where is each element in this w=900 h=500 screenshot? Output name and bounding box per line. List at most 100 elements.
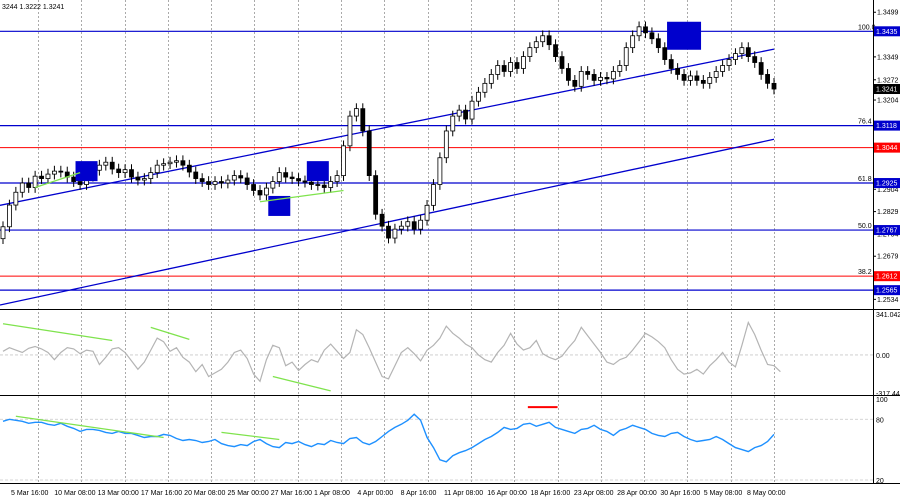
candle-body	[308, 181, 314, 185]
candle-body	[566, 68, 571, 81]
candle-body	[353, 108, 359, 117]
candle-body	[161, 163, 167, 166]
cci-series-line	[2, 320, 781, 383]
candle-body	[476, 91, 481, 102]
candle-body	[386, 225, 391, 239]
price-tag-label: 1.2612	[876, 274, 898, 281]
x-axis-label: 8 Apr 16:00	[401, 490, 437, 497]
candle-body	[225, 179, 231, 184]
divergence-line	[221, 431, 280, 441]
x-axis-label: 8 May 00:00	[747, 490, 786, 497]
candle-body	[238, 175, 244, 179]
candle-body	[488, 74, 494, 84]
divergence-line	[259, 189, 344, 203]
price-tick-label: 1.2904	[877, 187, 899, 194]
channel-line	[0, 48, 775, 206]
candle-body	[726, 59, 732, 66]
candle-body	[443, 130, 449, 159]
candle-body	[199, 178, 205, 182]
price-tag	[874, 84, 900, 95]
cci-tick-label: 341.0423	[876, 312, 900, 319]
rsi-tick-label: 80	[876, 417, 884, 424]
candle-body	[283, 172, 289, 178]
candle-body	[630, 35, 636, 49]
x-axis-label: 5 Mar 16:00	[11, 490, 48, 497]
candle-body	[482, 82, 488, 93]
candle-body	[109, 161, 115, 170]
candle-body	[19, 182, 25, 193]
candle-body	[681, 74, 687, 81]
candle-body	[154, 164, 160, 174]
candle-body	[598, 77, 603, 81]
price-tick-label: 1.2679	[877, 254, 899, 261]
candle-body	[315, 184, 321, 186]
candle-body	[688, 75, 693, 81]
x-axis-label: 20 Mar 08:00	[184, 490, 225, 497]
candle-body	[514, 62, 520, 69]
candle-body	[694, 75, 700, 81]
x-axis-label: 18 Apr 16:00	[531, 490, 571, 497]
x-axis-label: 27 Mar 16:00	[271, 490, 312, 497]
candle-body	[148, 172, 154, 179]
highlight-box	[75, 161, 98, 182]
candle-body	[495, 65, 501, 75]
candle-body	[540, 35, 546, 43]
price-tag-label: 1.3044	[876, 145, 898, 152]
x-axis-label: 13 Mar 00:00	[98, 490, 139, 497]
candle-body	[739, 47, 745, 55]
price-tag-label: 1.3241	[876, 87, 898, 94]
candle-body	[559, 56, 565, 69]
x-axis-label: 1 Apr 08:00	[314, 490, 350, 497]
candle-body	[546, 35, 552, 46]
candle-body	[360, 108, 366, 132]
fib-level-label: 38.2	[858, 269, 872, 276]
price-tick-label: 1.3349	[877, 54, 899, 61]
candle-body	[431, 184, 436, 206]
candle-body	[713, 71, 719, 78]
candle-body	[521, 56, 526, 69]
candle-body	[13, 191, 19, 206]
candle-body	[347, 115, 353, 147]
candle-body	[469, 100, 475, 120]
candle-body	[129, 169, 134, 178]
x-axis-label: 28 Apr 00:00	[617, 490, 657, 497]
candle-body	[765, 74, 770, 84]
candle-body	[186, 164, 192, 173]
candle-body	[328, 181, 334, 188]
candle-body	[0, 226, 6, 240]
candle-body	[32, 175, 38, 188]
candle-body	[675, 68, 681, 75]
price-tag	[874, 178, 900, 189]
price-tag	[874, 120, 900, 131]
candle-body	[411, 221, 417, 230]
candle-body	[122, 169, 128, 174]
candle-body	[77, 181, 83, 185]
fib-level-label: 50.0	[858, 223, 872, 230]
candle-body	[636, 26, 642, 37]
candle-body	[276, 172, 282, 182]
candle-body	[578, 71, 584, 87]
candle-body	[527, 47, 533, 57]
candle-body	[508, 62, 513, 72]
candle-body	[231, 175, 237, 181]
candle-body	[643, 26, 648, 34]
price-tag-label: 1.3118	[876, 123, 897, 130]
candle-body	[585, 71, 591, 75]
candle-body	[366, 130, 372, 176]
price-tick-label: 1.3272	[877, 77, 899, 84]
candle-body	[398, 225, 404, 230]
x-axis-label: 16 Apr 00:00	[487, 490, 527, 497]
candle-body	[501, 65, 507, 72]
price-tag-label: 1.2925	[876, 181, 898, 188]
highlight-box	[667, 21, 702, 50]
divergence-line	[150, 326, 190, 340]
fib-level-label: 61.8	[858, 176, 872, 183]
candle-body	[71, 176, 77, 182]
candle-body	[610, 71, 616, 80]
candle-body	[174, 160, 179, 163]
x-axis-label: 10 Mar 08:00	[54, 490, 95, 497]
candle-body	[700, 79, 706, 84]
candle-body	[7, 204, 12, 228]
